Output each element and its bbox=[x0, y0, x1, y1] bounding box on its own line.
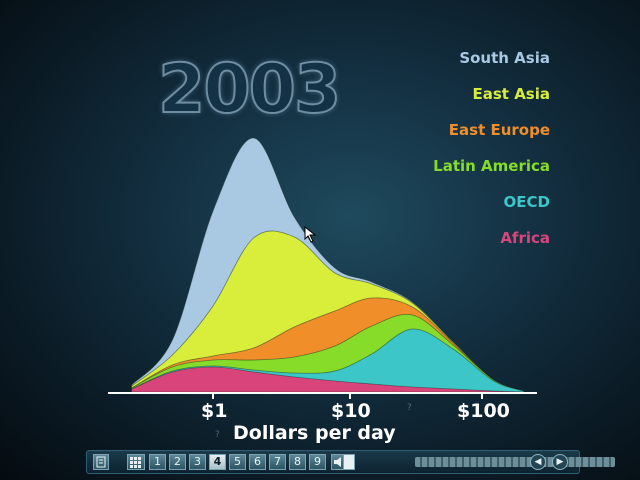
slide-button-1[interactable]: 1 bbox=[149, 454, 166, 470]
slide-button-8[interactable]: 8 bbox=[289, 454, 306, 470]
tick-label-1: $1 bbox=[201, 400, 228, 422]
slide-button-6[interactable]: 6 bbox=[249, 454, 266, 470]
legend: South Asia East Asia East Europe Latin A… bbox=[433, 46, 550, 262]
tick-label-100: $100 bbox=[457, 400, 510, 422]
slide-button-4[interactable]: 4 bbox=[209, 454, 226, 470]
document-icon[interactable] bbox=[93, 454, 109, 470]
slide-button-3[interactable]: 3 bbox=[189, 454, 206, 470]
legend-oecd[interactable]: OECD bbox=[503, 193, 550, 211]
legend-east-asia[interactable]: East Asia bbox=[472, 85, 551, 103]
legend-latin-america[interactable]: Latin America bbox=[433, 157, 550, 175]
slide-button-5[interactable]: 5 bbox=[229, 454, 246, 470]
year-label: 2003 bbox=[157, 49, 342, 130]
slide-button-2[interactable]: 2 bbox=[169, 454, 186, 470]
play-forward-icon[interactable]: ▶ bbox=[552, 454, 568, 470]
legend-east-europe[interactable]: East Europe bbox=[448, 121, 550, 139]
play-back-icon[interactable]: ◀ bbox=[530, 454, 546, 470]
x-axis-marker-1: ? bbox=[215, 430, 220, 440]
playback-toolbar: 1 2 3 4 5 6 7 8 9 ◀ ▶ bbox=[86, 450, 615, 474]
legend-south-asia[interactable]: South Asia bbox=[459, 49, 550, 67]
slide-button-7[interactable]: 7 bbox=[269, 454, 286, 470]
legend-africa[interactable]: Africa bbox=[500, 229, 550, 247]
area-africa bbox=[131, 366, 524, 393]
grid-view-icon[interactable] bbox=[127, 454, 145, 470]
area-series-group bbox=[131, 137, 524, 393]
slide-button-9[interactable]: 9 bbox=[309, 454, 326, 470]
timeline-slider-handle[interactable] bbox=[343, 454, 355, 470]
timeline-slider[interactable] bbox=[415, 457, 615, 467]
tick-label-10: $10 bbox=[331, 400, 371, 422]
x-axis-title: Dollars per day bbox=[233, 422, 396, 444]
x-axis-marker-2: ? bbox=[407, 403, 412, 413]
mouse-cursor-icon bbox=[304, 226, 317, 243]
